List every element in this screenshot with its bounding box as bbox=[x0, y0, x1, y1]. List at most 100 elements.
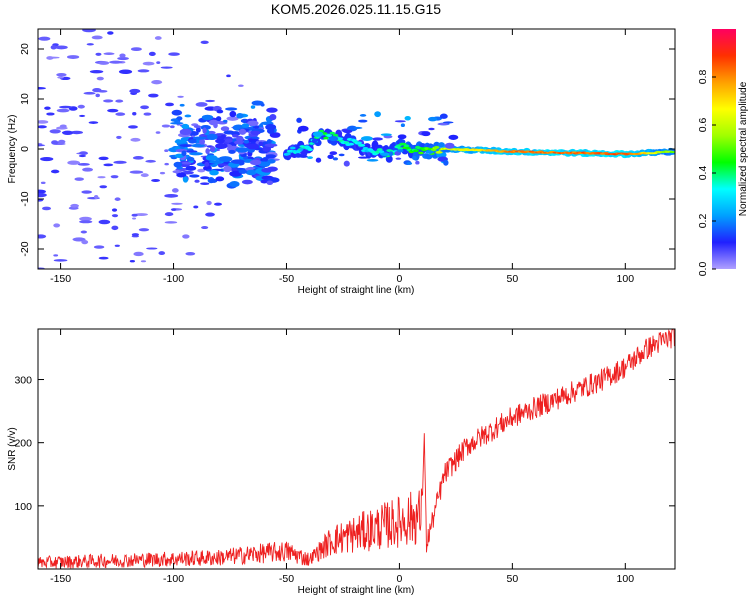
x-tick-label: -100 bbox=[163, 273, 184, 285]
noise-blob bbox=[97, 176, 106, 179]
colorbar: 0.0 0.2 0.4 0.6 0.8 Normalized spectral ampl… bbox=[697, 29, 749, 276]
snr-axes: -150 -100 -50 0 50 100 100 200 300 bbox=[14, 329, 675, 585]
noise-blob bbox=[93, 194, 99, 199]
y-tick-label: 20 bbox=[19, 43, 31, 55]
trace-blob bbox=[437, 122, 449, 126]
noise-blob bbox=[238, 84, 244, 87]
cluster-blob bbox=[191, 143, 205, 148]
noise-blob bbox=[81, 190, 93, 194]
noise-blob bbox=[151, 178, 160, 182]
cluster-blob bbox=[265, 123, 277, 131]
trace-blob bbox=[372, 137, 383, 141]
noise-blob bbox=[200, 182, 210, 186]
colorbar-tick-label: 0.8 bbox=[697, 70, 709, 85]
trace-blob bbox=[444, 142, 455, 149]
x-tick-label: -150 bbox=[50, 573, 71, 585]
y-tick-label: -10 bbox=[19, 191, 31, 206]
noise-blob bbox=[146, 247, 158, 250]
trace-core bbox=[433, 145, 440, 149]
snr-xlabel: Height of straight line (km) bbox=[298, 585, 415, 596]
noise-blob bbox=[79, 220, 93, 224]
noise-blob bbox=[111, 225, 119, 231]
x-tick-label: 50 bbox=[507, 573, 519, 585]
noise-blob bbox=[38, 86, 46, 90]
snr-panel: -150 -100 -50 0 50 100 100 200 300 Height of str… bbox=[7, 328, 676, 596]
trace-core bbox=[326, 134, 332, 138]
cluster-blob bbox=[241, 123, 250, 128]
noise-blob bbox=[185, 251, 196, 256]
trace-blob bbox=[353, 126, 363, 129]
trace-blob bbox=[425, 150, 434, 154]
cluster-blob bbox=[201, 114, 214, 121]
noise-blob bbox=[134, 213, 148, 216]
cluster-blob bbox=[229, 170, 242, 177]
noise-blob bbox=[72, 237, 86, 242]
colorbar-tick-label: 0.0 bbox=[697, 262, 709, 277]
cluster-blob bbox=[232, 134, 239, 138]
trace-halo bbox=[425, 153, 433, 160]
cluster-blob bbox=[228, 149, 236, 154]
spectrogram-xlabel: Height of straight line (km) bbox=[298, 285, 415, 296]
noise-blob bbox=[128, 125, 138, 129]
trace-core bbox=[337, 137, 344, 141]
cluster-blob bbox=[208, 178, 218, 183]
trace-core bbox=[285, 152, 291, 156]
noise-blob bbox=[168, 52, 180, 56]
noise-blob bbox=[114, 244, 120, 247]
noise-blob bbox=[82, 167, 94, 172]
noise-blob bbox=[38, 192, 47, 198]
noise-blob bbox=[38, 144, 46, 147]
cluster-blob bbox=[205, 155, 218, 161]
noise-blob bbox=[119, 53, 126, 58]
noise-blob bbox=[155, 131, 161, 134]
noise-blob bbox=[213, 202, 223, 206]
noise-blob bbox=[111, 214, 119, 218]
y-tick-label: 0 bbox=[19, 146, 31, 152]
noise-blob bbox=[205, 212, 215, 217]
noise-blob bbox=[164, 212, 174, 217]
cluster-blob bbox=[185, 165, 197, 171]
trace-core bbox=[329, 131, 336, 135]
cluster-blob bbox=[246, 143, 260, 150]
x-tick-label: 50 bbox=[507, 273, 519, 285]
noise-blob bbox=[59, 105, 73, 109]
trace-blob bbox=[312, 131, 324, 137]
trace-core bbox=[418, 151, 424, 155]
noise-blob bbox=[158, 251, 166, 256]
cluster-blob bbox=[218, 156, 233, 162]
trace-blob bbox=[360, 136, 373, 141]
cluster-blob bbox=[229, 110, 237, 118]
noise-blob bbox=[131, 233, 139, 237]
noise-blob bbox=[56, 108, 70, 113]
noise-blob bbox=[67, 160, 80, 165]
trace-blob bbox=[388, 151, 394, 157]
trace-blob bbox=[366, 158, 379, 162]
cluster-blob bbox=[236, 135, 244, 142]
noise-blob bbox=[132, 112, 137, 116]
trace-blob bbox=[311, 138, 318, 144]
colorbar-gradient bbox=[712, 29, 736, 269]
trace-core bbox=[403, 144, 410, 148]
cluster-blob bbox=[261, 167, 273, 173]
noise-blob bbox=[165, 102, 174, 107]
noise-blob bbox=[109, 60, 123, 64]
noise-blob bbox=[38, 189, 46, 194]
noise-blob bbox=[138, 228, 150, 232]
colorbar-label: Normalized spectral amplitude bbox=[738, 81, 749, 216]
cluster-blob bbox=[193, 125, 202, 129]
trace-blob bbox=[404, 116, 411, 121]
y-tick-label: -20 bbox=[19, 241, 31, 256]
cluster-blob bbox=[179, 144, 194, 147]
trace-blob bbox=[448, 134, 459, 140]
noise-blob bbox=[115, 99, 124, 103]
noise-blob bbox=[78, 151, 88, 156]
noise-blob bbox=[161, 124, 171, 128]
noise-blob bbox=[130, 137, 141, 142]
x-tick-label: 100 bbox=[617, 273, 635, 285]
x-tick-label: -100 bbox=[163, 573, 184, 585]
noise-blob bbox=[200, 40, 209, 44]
cluster-blob bbox=[171, 109, 183, 116]
trace-blob bbox=[328, 136, 339, 142]
noise-blob bbox=[44, 106, 51, 110]
